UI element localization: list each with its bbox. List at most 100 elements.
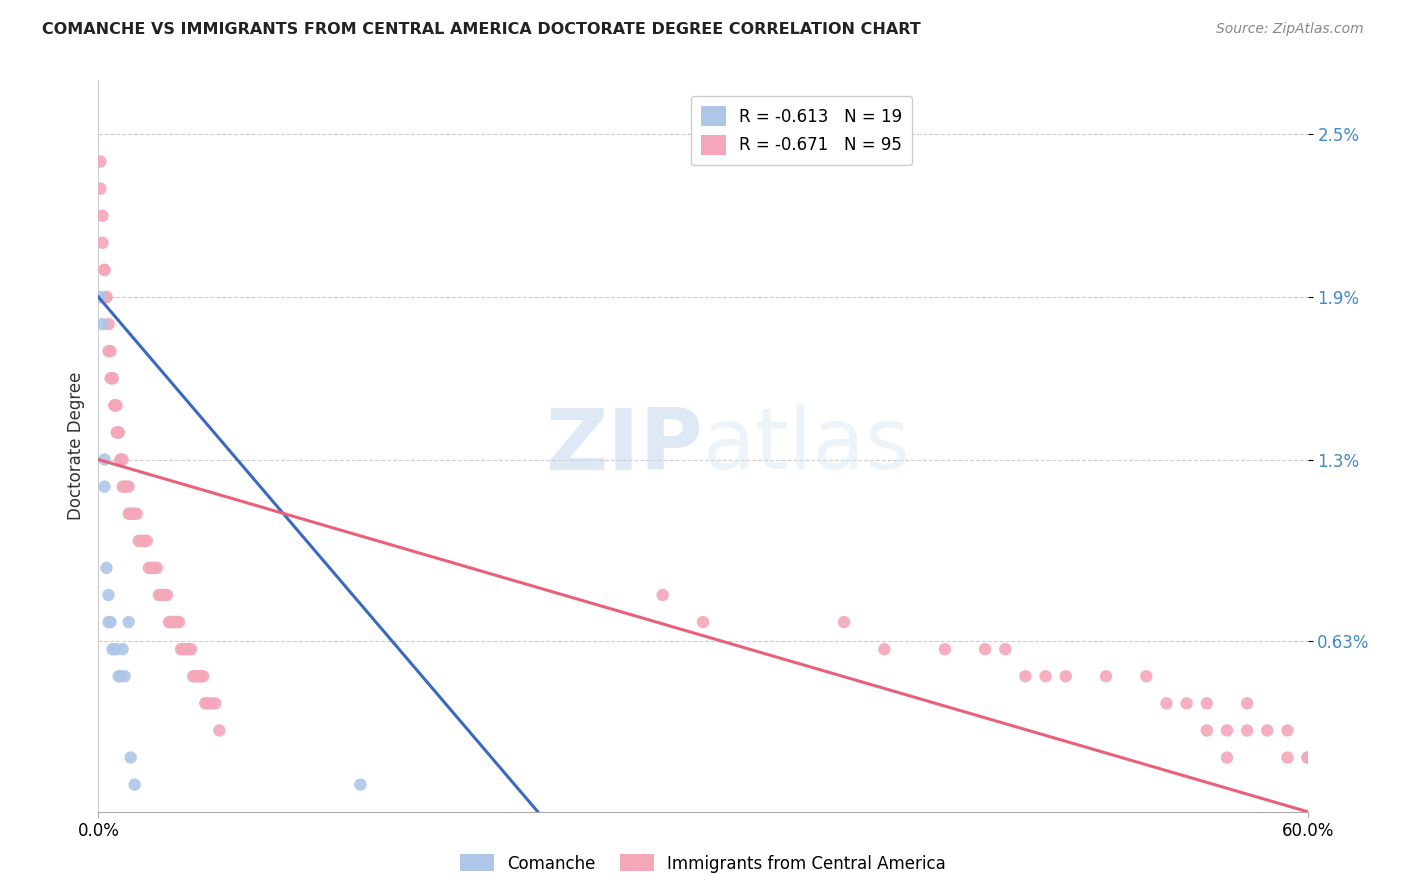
- Point: [170, 642, 193, 657]
- Point: [1195, 697, 1218, 711]
- Point: [349, 778, 371, 792]
- Point: [96, 290, 118, 304]
- Point: [100, 344, 122, 359]
- Point: [115, 480, 138, 494]
- Point: [103, 398, 125, 412]
- Point: [153, 588, 176, 602]
- Text: Source: ZipAtlas.com: Source: ZipAtlas.com: [1216, 22, 1364, 37]
- Point: [107, 669, 129, 683]
- Point: [692, 615, 714, 629]
- Point: [1236, 697, 1258, 711]
- Point: [120, 507, 142, 521]
- Point: [180, 642, 202, 657]
- Point: [156, 588, 179, 602]
- Point: [110, 452, 132, 467]
- Point: [118, 507, 141, 521]
- Point: [103, 642, 125, 657]
- Point: [89, 181, 111, 195]
- Point: [100, 371, 122, 385]
- Point: [101, 371, 124, 385]
- Point: [124, 778, 146, 792]
- Point: [114, 480, 136, 494]
- Point: [1236, 723, 1258, 738]
- Point: [100, 615, 122, 629]
- Point: [111, 480, 134, 494]
- Point: [148, 588, 170, 602]
- Point: [103, 398, 125, 412]
- Point: [194, 697, 217, 711]
- Point: [142, 561, 165, 575]
- Point: [163, 615, 186, 629]
- Point: [139, 561, 162, 575]
- Point: [91, 235, 114, 250]
- Point: [143, 561, 166, 575]
- Point: [1256, 723, 1278, 738]
- Point: [118, 615, 141, 629]
- Point: [184, 669, 207, 683]
- Point: [89, 154, 111, 169]
- Point: [118, 480, 141, 494]
- Point: [157, 615, 180, 629]
- Y-axis label: Doctorate Degree: Doctorate Degree: [66, 372, 84, 520]
- Point: [97, 588, 120, 602]
- Point: [1216, 723, 1239, 738]
- Point: [1054, 669, 1077, 683]
- Point: [1035, 669, 1057, 683]
- Point: [186, 669, 208, 683]
- Point: [204, 697, 226, 711]
- Point: [1014, 669, 1036, 683]
- Point: [101, 642, 124, 657]
- Point: [1135, 669, 1157, 683]
- Point: [1296, 750, 1319, 764]
- Point: [1277, 723, 1299, 738]
- Point: [128, 533, 150, 548]
- Point: [97, 317, 120, 331]
- Point: [96, 561, 118, 575]
- Point: [190, 669, 212, 683]
- Point: [1175, 697, 1198, 711]
- Point: [152, 588, 174, 602]
- Point: [93, 263, 115, 277]
- Point: [107, 425, 129, 440]
- Point: [96, 290, 118, 304]
- Point: [188, 669, 211, 683]
- Point: [176, 642, 198, 657]
- Point: [135, 533, 157, 548]
- Point: [166, 615, 188, 629]
- Point: [167, 615, 190, 629]
- Point: [181, 669, 204, 683]
- Point: [160, 615, 183, 629]
- Point: [121, 507, 143, 521]
- Point: [111, 642, 134, 657]
- Point: [107, 425, 129, 440]
- Point: [1195, 723, 1218, 738]
- Point: [93, 480, 115, 494]
- Point: [873, 642, 896, 657]
- Point: [89, 290, 111, 304]
- Point: [174, 642, 197, 657]
- Point: [1216, 750, 1239, 764]
- Point: [195, 697, 218, 711]
- Point: [1095, 669, 1118, 683]
- Text: atlas: atlas: [703, 404, 911, 488]
- Point: [1296, 750, 1319, 764]
- Point: [93, 452, 115, 467]
- Point: [1277, 750, 1299, 764]
- Point: [105, 398, 128, 412]
- Point: [105, 642, 128, 657]
- Text: COMANCHE VS IMMIGRANTS FROM CENTRAL AMERICA DOCTORATE DEGREE CORRELATION CHART: COMANCHE VS IMMIGRANTS FROM CENTRAL AMER…: [42, 22, 921, 37]
- Point: [111, 452, 134, 467]
- Point: [132, 533, 155, 548]
- Point: [125, 507, 148, 521]
- Point: [101, 371, 124, 385]
- Point: [200, 697, 222, 711]
- Point: [832, 615, 855, 629]
- Legend: R = -0.613   N = 19, R = -0.671   N = 95: R = -0.613 N = 19, R = -0.671 N = 95: [690, 96, 912, 165]
- Point: [114, 669, 136, 683]
- Point: [1156, 697, 1178, 711]
- Point: [974, 642, 997, 657]
- Point: [93, 263, 115, 277]
- Point: [138, 561, 160, 575]
- Point: [91, 209, 114, 223]
- Point: [105, 425, 128, 440]
